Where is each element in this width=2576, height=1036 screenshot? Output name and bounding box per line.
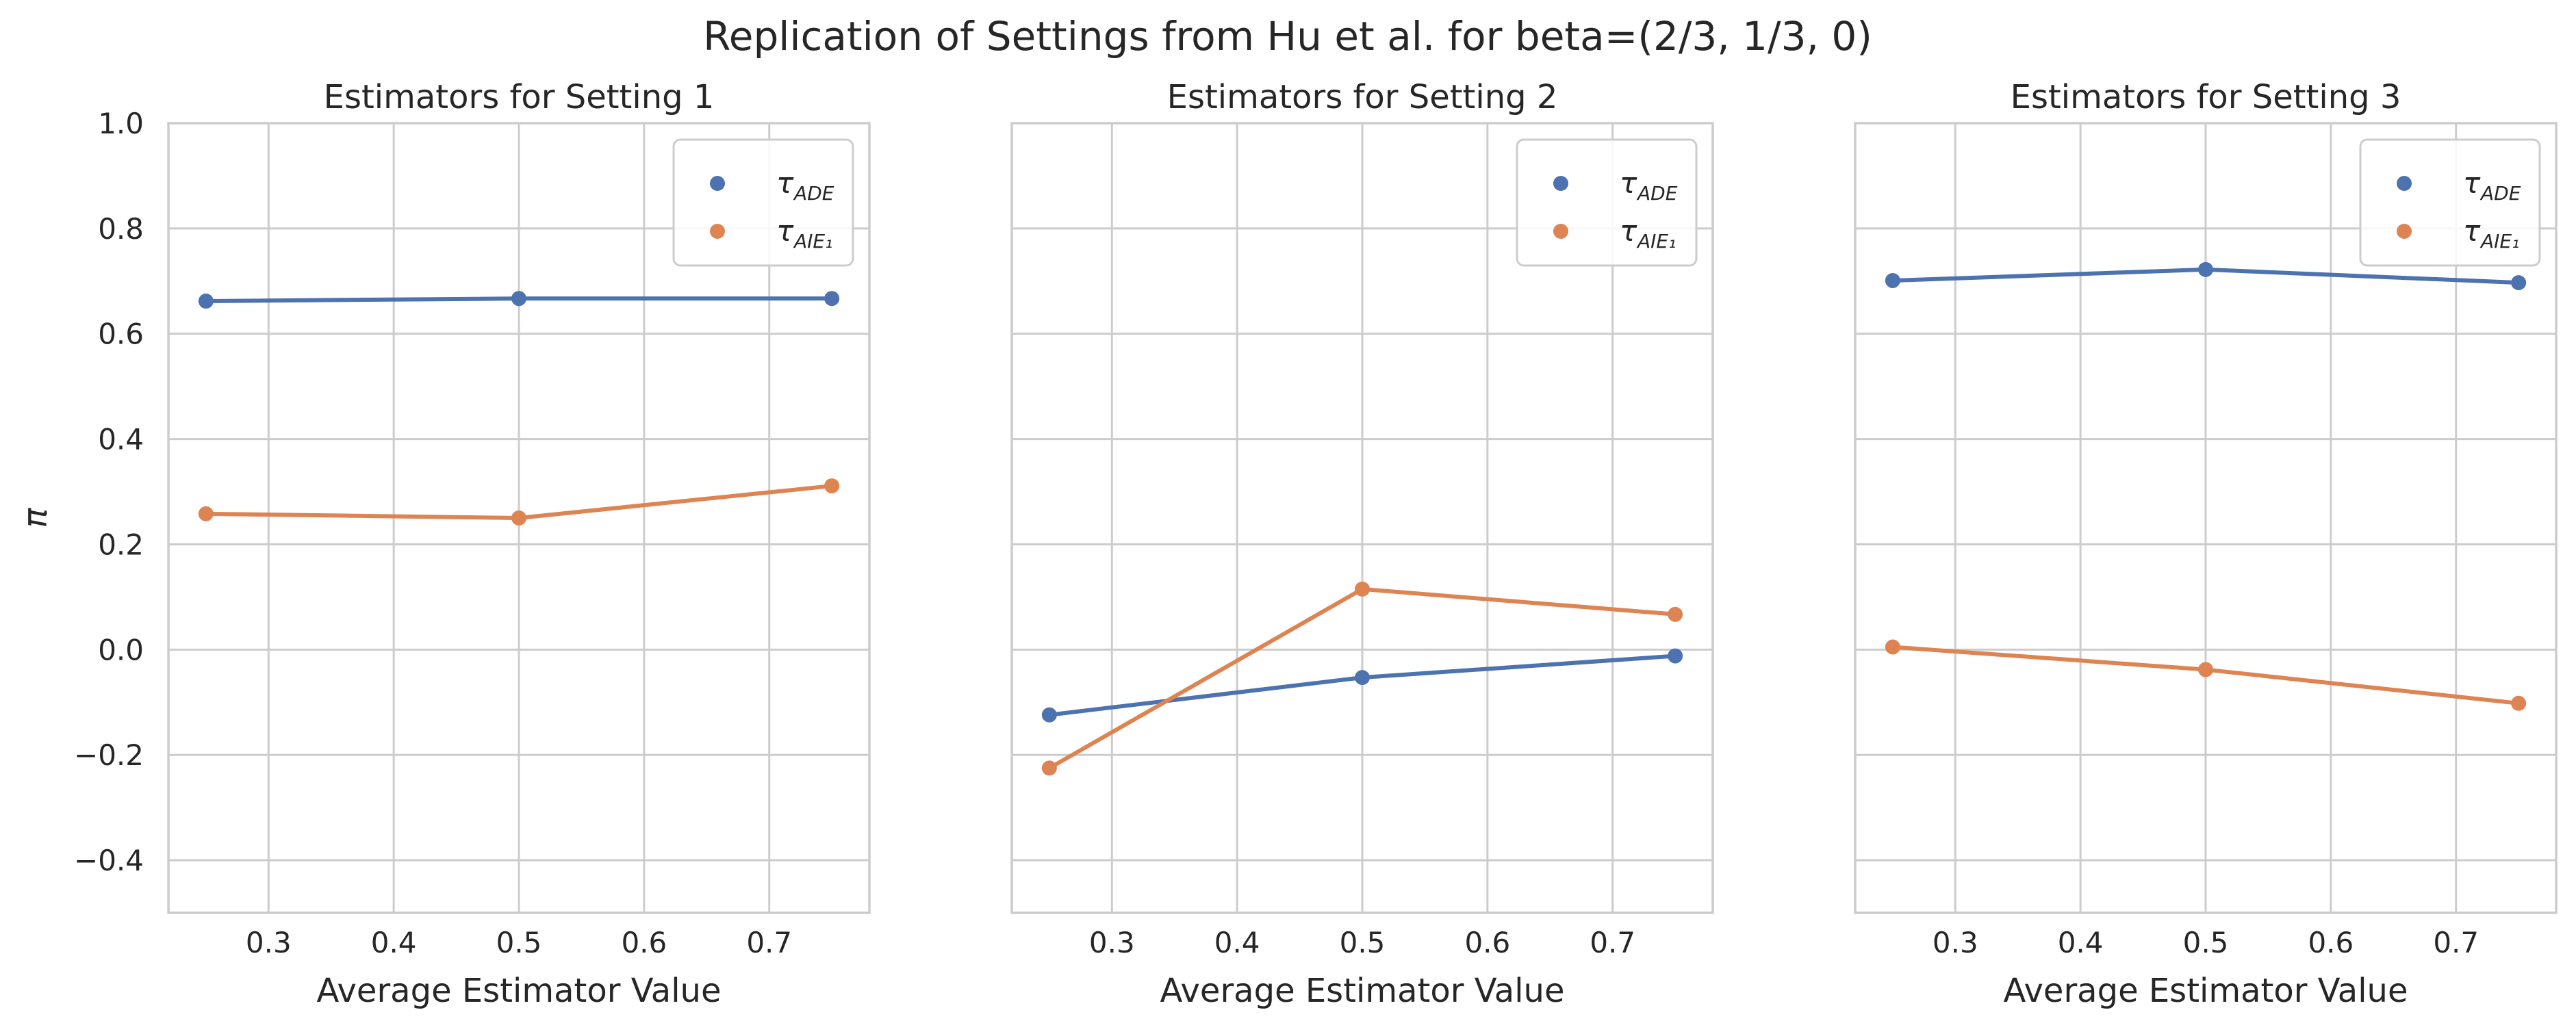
x-tick-label: 0.3 — [1933, 926, 1978, 959]
legend-label-subscript: AIE₁ — [793, 230, 832, 252]
legend-marker — [710, 176, 725, 191]
legend-label-subscript: AIE₁ — [1636, 230, 1676, 252]
data-point — [198, 294, 214, 309]
data-point — [198, 506, 214, 521]
y-tick-label: −0.4 — [74, 844, 144, 877]
legend-label: τ — [776, 166, 794, 200]
x-axis-label: Average Estimator Value — [2003, 972, 2408, 1010]
axes-frame — [1854, 122, 2558, 914]
legend-label-subscript: ADE — [1636, 182, 1678, 205]
y-tick-label: 1.0 — [98, 107, 144, 140]
x-tick-label: 0.7 — [1590, 926, 1635, 959]
data-point — [2198, 662, 2213, 677]
x-tick-label: 0.5 — [2183, 926, 2229, 959]
legend-marker — [2397, 176, 2412, 191]
data-point — [824, 291, 840, 307]
data-point — [511, 291, 526, 307]
legend-label-subscript: ADE — [793, 182, 834, 205]
data-point — [1041, 707, 1057, 723]
legend-label: τ — [1620, 166, 1637, 200]
legend-label: τ — [776, 214, 794, 248]
y-tick-label: 0.8 — [98, 212, 144, 246]
data-point — [1355, 581, 1370, 597]
x-tick-label: 0.3 — [1089, 926, 1135, 959]
data-point — [1885, 639, 1900, 655]
legend-marker — [1553, 224, 1568, 239]
subplot-3: Estimators for Setting 3 0.3 0.4 0.5 0.6 0.7 A… — [1854, 78, 2558, 1010]
legend-label-subscript: ADE — [2479, 182, 2521, 205]
data-point — [1355, 670, 1370, 686]
x-tick-label: 0.6 — [1464, 926, 1510, 959]
data-point — [1668, 648, 1683, 664]
data-point — [2198, 261, 2213, 277]
legend-label: τ — [1620, 214, 1637, 248]
data-point — [1885, 273, 1900, 289]
legend-label: τ — [2463, 214, 2481, 248]
x-tick-label: 0.6 — [2308, 926, 2354, 959]
data-point — [824, 478, 840, 494]
legend-marker — [710, 224, 725, 239]
x-axis-label: Average Estimator Value — [1160, 972, 1564, 1010]
legend-marker — [1553, 176, 1568, 191]
data-point — [2511, 695, 2527, 711]
x-tick-label: 0.6 — [621, 926, 667, 959]
data-point — [511, 510, 526, 526]
data-point — [1041, 760, 1057, 776]
data-point — [2511, 275, 2527, 291]
x-tick-label: 0.4 — [371, 926, 417, 959]
y-tick-label: 0.0 — [98, 633, 144, 666]
subplot-2: Estimators for Setting 2 0.3 0.4 0.5 0.6 0.7 A… — [1010, 78, 1714, 1010]
x-tick-label: 0.5 — [496, 926, 542, 959]
y-tick-label: −0.2 — [74, 738, 144, 772]
x-tick-label: 0.7 — [2433, 926, 2479, 959]
y-axis-label: π — [16, 507, 55, 528]
y-tick-label: 0.2 — [98, 528, 144, 561]
x-tick-label: 0.5 — [1340, 926, 1386, 959]
y-tick-label: 0.4 — [98, 423, 144, 456]
data-point — [1668, 606, 1683, 622]
axes-frame — [167, 122, 871, 914]
y-tick-label: 0.6 — [98, 318, 144, 351]
axes-frame — [1010, 122, 1714, 914]
legend-marker — [2397, 224, 2412, 239]
subplot-1: Estimators for Setting 1 0.3 0.4 0.5 0.6 0.7 −… — [16, 78, 871, 1010]
subplot-title: Estimators for Setting 2 — [1167, 78, 1558, 116]
x-tick-label: 0.4 — [1214, 926, 1260, 959]
x-axis-label: Average Estimator Value — [316, 972, 721, 1010]
figure-title: Replication of Settings from Hu et al. f… — [703, 13, 1872, 60]
x-tick-label: 0.4 — [2058, 926, 2104, 959]
subplot-title: Estimators for Setting 3 — [2011, 78, 2401, 116]
subplot-title: Estimators for Setting 1 — [324, 78, 715, 116]
x-tick-label: 0.3 — [246, 926, 292, 959]
legend-label-subscript: AIE₁ — [2479, 230, 2519, 252]
legend-label: τ — [2463, 166, 2481, 200]
x-tick-label: 0.7 — [746, 926, 792, 959]
